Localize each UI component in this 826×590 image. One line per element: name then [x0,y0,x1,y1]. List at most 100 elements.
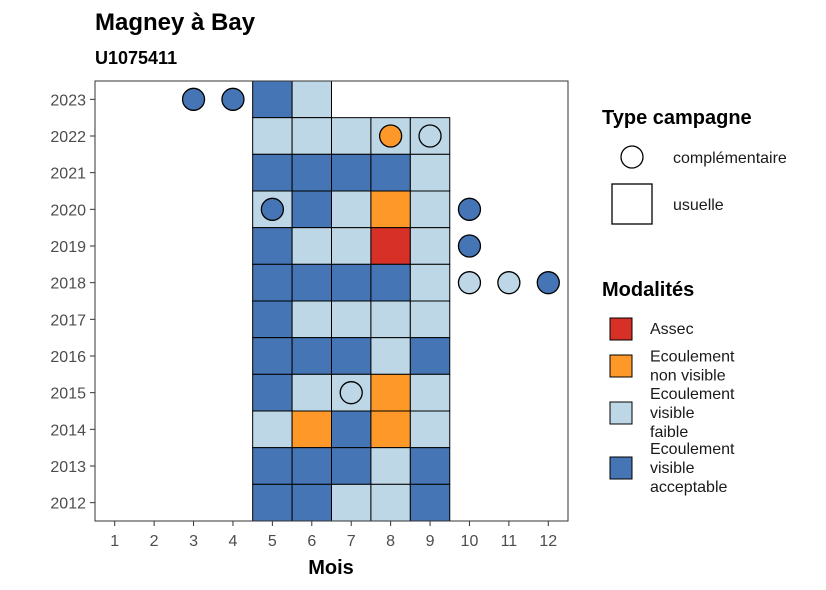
tile-2013-8 [370,447,411,485]
y-tick-label: 2019 [50,239,86,256]
tile-2012-6 [291,483,333,522]
x-tick-label: 8 [386,533,395,550]
tile-2013-9 [409,447,451,485]
tile-2013-6 [291,447,333,485]
y-tick-label: 2022 [50,129,86,146]
point-2023-4 [221,87,245,111]
tile-2013-5 [252,447,293,485]
legend-key-EVF [609,401,633,425]
tile-2019-7 [331,227,372,265]
x-tick-label: 2 [150,533,159,550]
y-tick-label: 2016 [50,349,86,366]
x-tick-label: 10 [461,533,479,550]
x-tick-label: 6 [307,533,316,550]
tile-2017-9 [409,300,451,339]
tile-2018-7 [331,263,372,302]
chart-subtitle: U1075411 [95,48,177,68]
tile-2015-6 [291,373,333,412]
complementaire-points [181,87,560,405]
tile-2016-8 [370,337,411,375]
tile-2021-8 [370,153,411,192]
y-axis: 2012 2013 2014 2015 2016 2017 2018 2019 2020 2021… [50,92,95,513]
y-tick-label: 2023 [50,92,86,109]
legend-key-A [609,317,633,341]
point-2020-5 [260,197,285,221]
tile-2019-5 [252,227,293,265]
tile-2016-5 [252,337,293,375]
tile-2020-6 [291,190,333,229]
legend-key-circle [620,145,644,169]
point-2018-11 [497,271,521,295]
legend-key-ENV [609,354,633,378]
point-2018-12 [536,271,560,295]
y-tick-label: 2021 [50,166,86,183]
tile-2013-7 [331,447,372,485]
tile-2017-8 [370,300,411,339]
tile-2014-9 [409,410,451,449]
tile-2022-6 [291,117,333,155]
tile-2021-7 [331,153,372,192]
tile-2021-6 [291,153,333,192]
tile-2014-6 [291,410,333,449]
point-2019-10 [457,234,482,258]
tile-2019-9 [409,227,451,265]
x-tick-label: 5 [268,533,277,550]
tile-2012-9 [409,483,451,522]
tile-2020-9 [409,190,451,229]
tile-2012-7 [331,483,372,522]
point-2015-7 [339,381,363,405]
x-tick-label: 4 [229,533,238,550]
tile-2014-7 [331,410,372,449]
legend-key-square [611,183,653,225]
legend-title: Type campagne [602,107,752,129]
tile-2021-5 [252,153,293,192]
point-2022-9 [418,124,442,148]
tile-2016-6 [291,337,333,375]
chart-title: Magney à Bay [95,9,256,36]
legend-type-campagne: Type campagne complémentaire usuelle [602,107,787,225]
tile-2012-5 [252,483,293,522]
tile-2014-8 [370,410,411,449]
y-tick-label: 2015 [50,386,86,403]
tile-2020-7 [331,190,372,229]
x-tick-label: 1 [110,533,119,550]
tile-2020-8 [370,190,411,229]
y-tick-label: 2013 [50,459,86,476]
legend-label: Ecoulement non visible [650,349,735,385]
legend-label: complémentaire [673,150,787,167]
tile-2019-6 [291,227,333,265]
plot-area [94,80,569,522]
y-tick-label: 2020 [50,202,86,219]
point-2020-10 [457,197,482,221]
tile-2018-6 [291,263,333,302]
tile-2014-5 [252,410,293,449]
tile-2015-8 [370,373,411,412]
x-tick-label: 3 [189,533,198,550]
tile-2016-9 [409,337,451,375]
tile-2021-9 [409,153,451,192]
tile-2017-7 [331,300,372,339]
point-2022-8 [378,124,403,148]
tile-2018-5 [252,263,293,302]
x-tick-label: 11 [501,533,518,550]
plot-border [94,80,569,522]
y-tick-label: 2012 [50,496,86,513]
tile-2018-8 [370,263,411,302]
tile-2015-9 [409,373,451,412]
tile-2018-9 [409,263,451,302]
x-axis: 1 2 3 4 5 6 7 8 9 10 11 12 [110,521,557,550]
legend-title: Modalités [602,279,694,301]
x-tick-label: 12 [539,533,557,550]
usuelle-cells [252,80,451,522]
tile-2016-7 [331,337,372,375]
tile-2012-8 [370,483,411,522]
x-tick-label: 7 [347,533,356,550]
legend-label: Assec [650,321,694,338]
x-tick-label: 9 [426,533,435,550]
legend-label: usuelle [673,197,724,214]
tile-2017-6 [291,300,333,339]
legend-key-EVA [609,456,633,480]
tile-2022-5 [252,117,293,155]
